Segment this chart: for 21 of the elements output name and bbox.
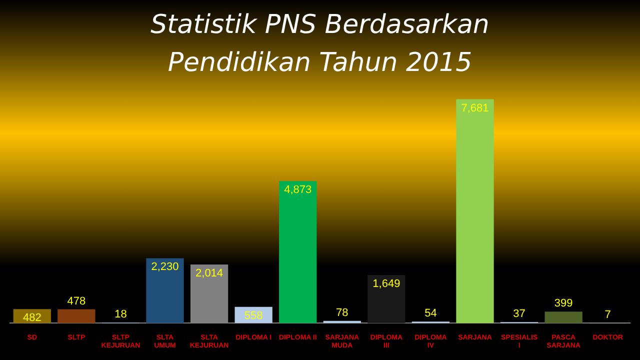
bar — [544, 312, 582, 324]
data-label: 18 — [114, 308, 127, 321]
bar — [279, 181, 317, 324]
data-label: 7 — [604, 309, 611, 322]
data-label: 399 — [554, 298, 573, 310]
data-label: 2,230 — [151, 261, 179, 274]
data-label: 482 — [22, 312, 42, 324]
data-label: 558 — [244, 310, 263, 322]
data-label: 54 — [424, 308, 437, 320]
data-label: 78 — [336, 306, 348, 319]
data-label: 37 — [513, 308, 526, 320]
bar — [146, 258, 184, 324]
bar — [368, 275, 406, 324]
bar — [58, 309, 96, 324]
data-label: 478 — [67, 295, 86, 308]
data-label: 1,649 — [372, 278, 400, 290]
chart-title: Statistik PNS Berdasarkan Pendidikan Tahun 2015 — [150, 9, 490, 80]
data-label: 2,014 — [196, 268, 224, 280]
data-label: 7,681 — [461, 102, 489, 114]
bar — [456, 99, 494, 324]
data-label: 4,873 — [284, 184, 312, 196]
